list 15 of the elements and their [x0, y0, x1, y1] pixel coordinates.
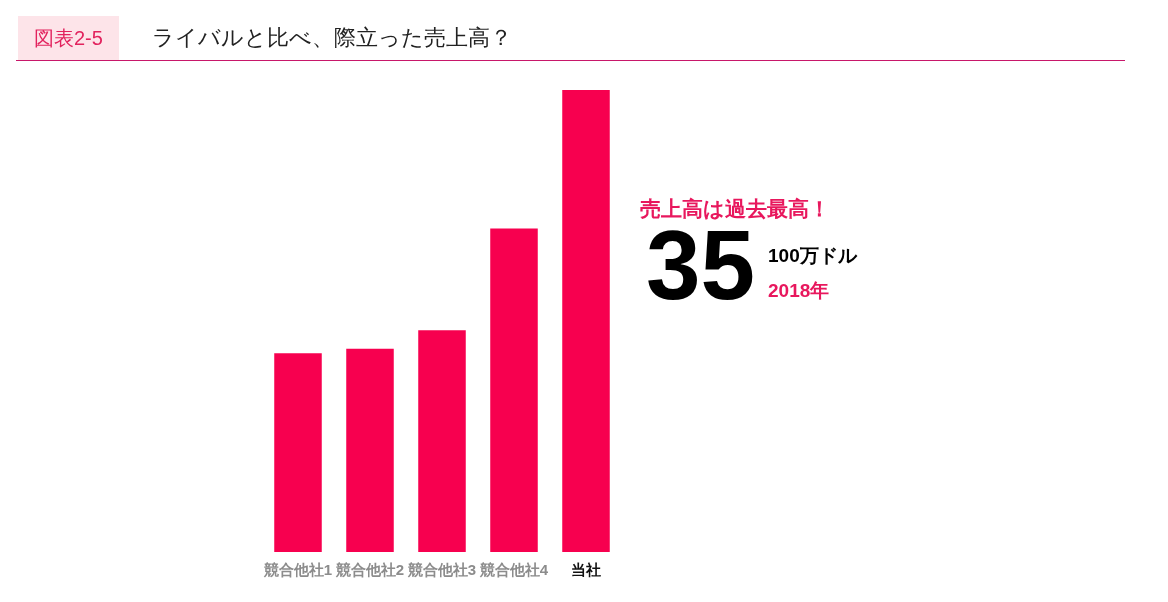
text: 2018年 [768, 280, 830, 301]
bar [562, 90, 610, 552]
x-tick-label: 競合他社4 [478, 561, 549, 578]
chart-title: ライバルと比べ、際立った売上高？ [152, 24, 512, 52]
x-tick-label: 競合他社2 [334, 561, 405, 578]
text: 図表2-5 [18, 16, 119, 60]
x-tick-label: 競合他社1 [262, 561, 333, 578]
text: 売上高は過去最高！ [640, 197, 830, 220]
x-tick-label: 競合他社3 [406, 561, 477, 578]
text: 100万ドル [768, 245, 858, 266]
bar [274, 353, 322, 552]
bar [490, 228, 538, 552]
bar [418, 330, 466, 552]
x-tick-label: 当社 [571, 561, 601, 578]
bar [346, 348, 394, 552]
